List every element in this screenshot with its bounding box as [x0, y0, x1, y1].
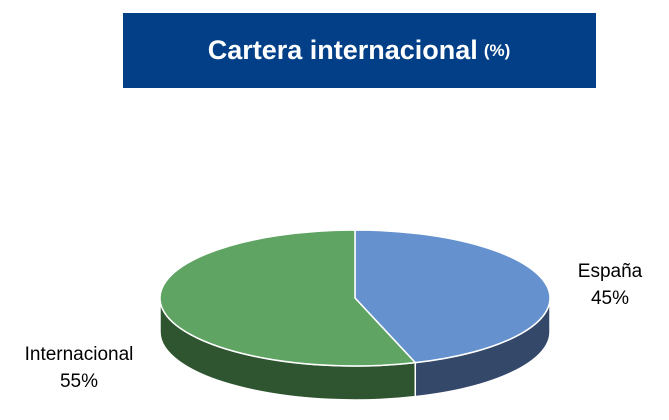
- slice-label: España 45%: [548, 258, 669, 312]
- slice: [159, 229, 417, 367]
- value-label: 55%: [59, 371, 99, 392]
- value-label: 45%: [590, 288, 630, 309]
- title-unit: (%): [484, 41, 510, 60]
- title-box: [123, 13, 596, 88]
- title-text: Cartera internacional: [208, 35, 478, 65]
- slice-label: Internacional 55%: [20, 341, 138, 395]
- slice: [354, 229, 551, 364]
- category-label: España: [577, 261, 643, 282]
- category-label: Internacional: [24, 344, 134, 365]
- chart-title: Cartera internacional (%): [208, 35, 511, 65]
